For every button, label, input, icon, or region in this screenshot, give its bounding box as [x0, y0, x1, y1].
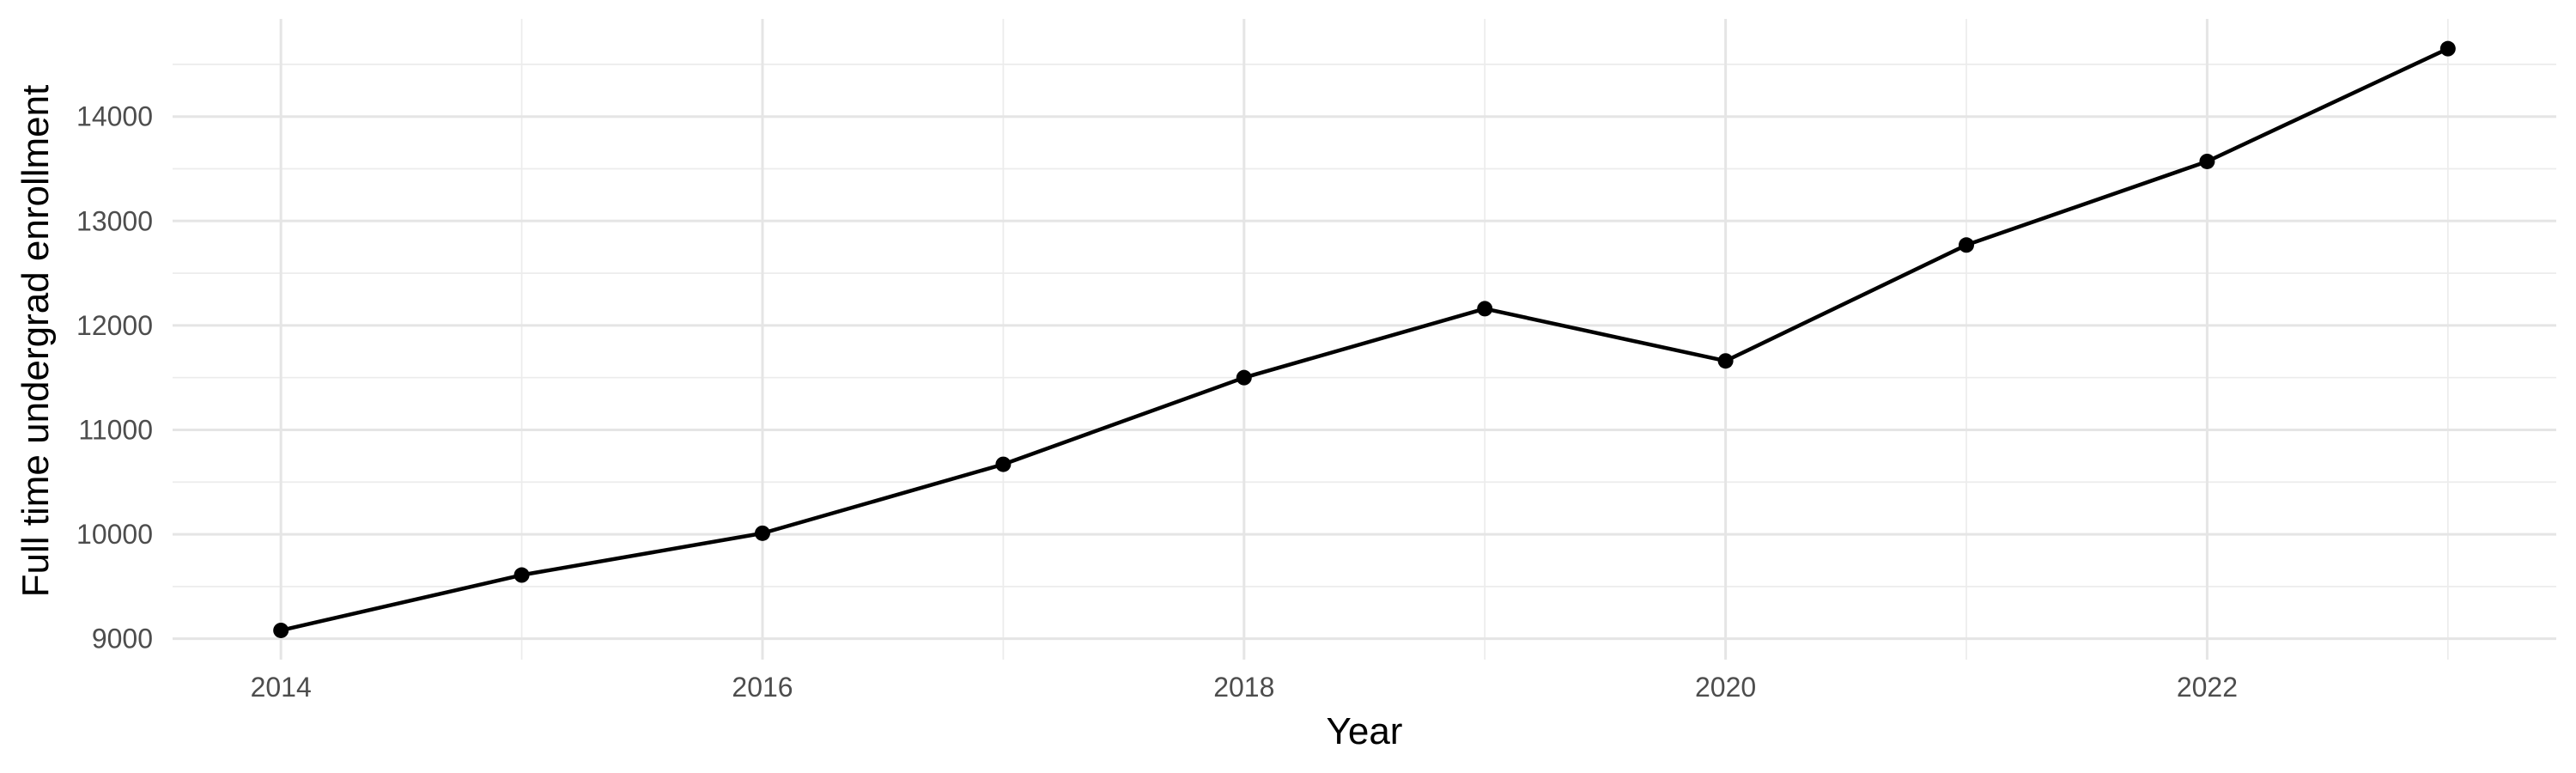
data-point-2022	[2199, 153, 2215, 169]
data-point-2014	[273, 622, 289, 638]
y-tick-label: 12000	[76, 310, 153, 341]
data-point-2019	[1477, 301, 1493, 317]
x-tick-label: 2014	[251, 672, 312, 703]
data-point-2017	[995, 456, 1012, 472]
x-tick-label: 2022	[2177, 672, 2238, 703]
y-axis-title: Full time undergrad enrollment	[15, 84, 57, 598]
data-point-2016	[754, 525, 770, 541]
enrollment-line	[280, 46, 2449, 633]
data-point-2021	[1959, 237, 1975, 253]
y-tick-label: 14000	[76, 101, 153, 132]
y-tick-label: 13000	[76, 205, 153, 236]
data-point-2020	[1717, 353, 1734, 369]
x-axis-title: Year	[1326, 710, 1403, 752]
x-tick-label: 2016	[732, 672, 793, 703]
data-point-2023	[2439, 40, 2456, 57]
data-point-2015	[513, 567, 530, 583]
x-tick-label: 2020	[1695, 672, 1756, 703]
x-tick-label: 2018	[1213, 672, 1274, 703]
y-tick-label: 10000	[76, 519, 153, 550]
y-tick-label: 11000	[78, 414, 153, 445]
data-point-2018	[1236, 369, 1252, 386]
y-tick-label: 9000	[92, 624, 153, 654]
